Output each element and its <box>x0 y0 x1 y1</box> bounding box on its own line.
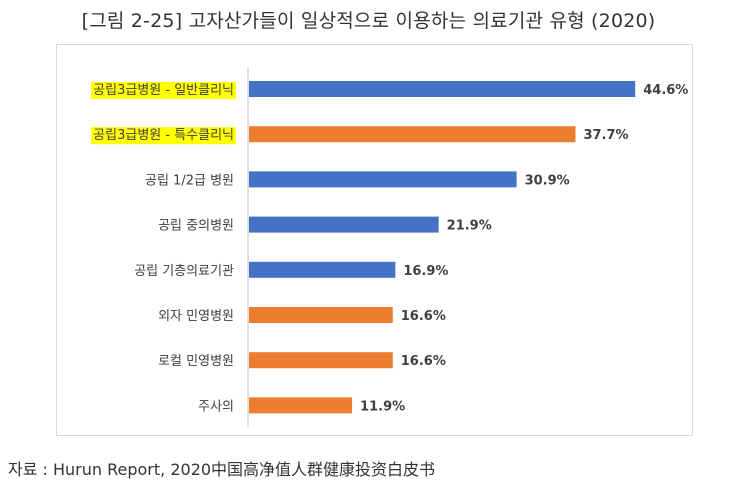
category-label: 로컬 민영병원 <box>158 354 234 369</box>
bar <box>249 352 393 369</box>
bar-chart: 공립3급병원 - 일반클리닉 44.6% 공립3급병원 - 특수클리닉 37.7% 공립… <box>91 67 688 427</box>
category-label: 공립 1/2급 병원 <box>145 173 234 188</box>
bar <box>249 81 636 97</box>
category-label: 공립3급병원 - 일반클리닉 <box>93 83 234 98</box>
data-label: 16.6% <box>401 309 446 324</box>
bar <box>249 397 353 414</box>
label-highlight <box>91 127 236 145</box>
source-note: 자료 : Hurun Report, 2020中国高净值人群健康投资白皮书 <box>8 460 436 479</box>
category-label: 주사의 <box>198 399 234 414</box>
bar <box>249 216 439 233</box>
label-highlight <box>91 82 236 99</box>
chart-title: [그림 2-25] 고자산가들이 일상적으로 이용하는 의료기관 유형 (202… <box>81 10 656 32</box>
data-label: 21.9% <box>447 219 492 234</box>
data-label: 30.9% <box>525 173 570 188</box>
data-label: 11.9% <box>360 399 405 414</box>
bar <box>249 261 396 278</box>
bar <box>249 171 517 188</box>
data-label: 16.6% <box>401 354 446 369</box>
category-label: 외자 민영병원 <box>158 309 234 324</box>
category-label: 공립 기층의료기관 <box>134 264 234 279</box>
bar <box>249 307 393 323</box>
data-label: 44.6% <box>643 83 688 98</box>
bar <box>249 126 576 143</box>
category-label: 공립3급병원 - 특수클리닉 <box>93 128 234 143</box>
category-label: 공립 중의병원 <box>158 219 234 234</box>
data-label: 37.7% <box>583 128 628 143</box>
chart-frame: 공립3급병원 - 일반클리닉 44.6% 공립3급병원 - 특수클리닉 37.7% 공립… <box>56 44 693 436</box>
data-label: 16.9% <box>403 264 448 279</box>
